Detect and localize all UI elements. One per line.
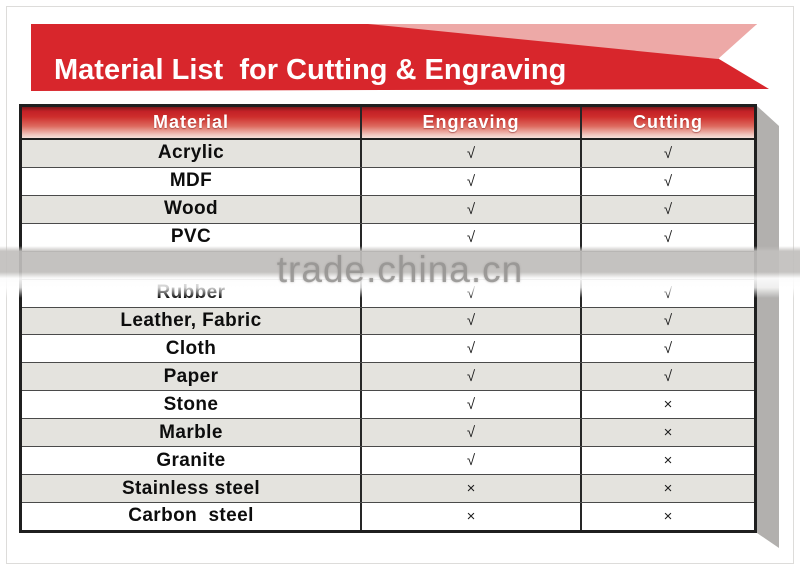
cutting-mark: √ bbox=[663, 312, 673, 330]
table-row: Cloth √ √ bbox=[22, 335, 754, 364]
cutting-mark: × bbox=[663, 480, 673, 498]
table-row: Marble √ × bbox=[22, 419, 754, 448]
cutting-mark bbox=[582, 252, 754, 279]
cutting-mark: × bbox=[663, 396, 673, 414]
material-cell: Rubber bbox=[22, 279, 362, 307]
cutting-mark: √ bbox=[663, 368, 673, 386]
cutting-mark: √ bbox=[663, 172, 673, 190]
cutting-mark: √ bbox=[663, 284, 673, 302]
table-body: Acrylic √ √ MDF √ √ Wood √ √ PVC √ √ Rub… bbox=[22, 140, 754, 530]
material-cell: Stainless steel bbox=[22, 475, 362, 502]
table-row: MDF √ √ bbox=[22, 167, 754, 196]
engraving-mark: √ bbox=[362, 279, 582, 307]
table-row: Rubber √ √ bbox=[22, 279, 754, 308]
cutting-mark: × bbox=[663, 424, 673, 442]
column-header-engraving: Engraving bbox=[362, 107, 582, 138]
engraving-mark: √ bbox=[362, 167, 582, 195]
table-row: Granite √ × bbox=[22, 447, 754, 476]
engraving-mark: √ bbox=[362, 140, 582, 167]
table-row: Stone √ × bbox=[22, 391, 754, 420]
engraving-mark: √ bbox=[362, 307, 582, 335]
cutting-mark: √ bbox=[663, 228, 673, 246]
material-cell: Acrylic bbox=[22, 140, 362, 167]
table-row: Stainless steel × × bbox=[22, 475, 754, 503]
engraving-mark: × bbox=[362, 475, 582, 502]
engraving-mark: √ bbox=[362, 195, 582, 223]
table-row: Wood √ √ bbox=[22, 195, 754, 224]
table-shadow bbox=[757, 106, 779, 548]
table-header-row: Material Engraving Cutting bbox=[22, 107, 754, 140]
table-row: Paper √ √ bbox=[22, 363, 754, 392]
material-cell: Marble bbox=[22, 419, 362, 447]
table-row: Leather, Fabric √ √ bbox=[22, 307, 754, 336]
material-cell: Carbon steel bbox=[22, 502, 362, 530]
page-title: Material List for Cutting & Engraving bbox=[54, 54, 567, 86]
table-row: Acrylic √ √ bbox=[22, 140, 754, 168]
cutting-mark: × bbox=[663, 452, 673, 470]
material-cell: Granite bbox=[22, 447, 362, 475]
material-cell: MDF bbox=[22, 167, 362, 195]
table-row: PVC √ √ bbox=[22, 223, 754, 252]
material-cell: Paper bbox=[22, 363, 362, 391]
engraving-mark: √ bbox=[362, 419, 582, 447]
cutting-mark: √ bbox=[663, 144, 673, 162]
materials-table: Material Engraving Cutting Acrylic √ √ M… bbox=[19, 104, 757, 533]
engraving-mark: √ bbox=[362, 447, 582, 475]
engraving-mark: × bbox=[362, 502, 582, 530]
ribbon-fold bbox=[368, 24, 757, 59]
cutting-mark: √ bbox=[663, 340, 673, 358]
table-row: Carbon steel × × bbox=[22, 502, 754, 530]
cutting-mark: × bbox=[663, 507, 673, 525]
material-cell: Wood bbox=[22, 195, 362, 223]
engraving-mark: √ bbox=[362, 391, 582, 419]
column-header-material: Material bbox=[22, 107, 362, 138]
engraving-mark: √ bbox=[362, 363, 582, 391]
cutting-mark: √ bbox=[663, 200, 673, 218]
material-cell: Cloth bbox=[22, 335, 362, 363]
material-cell: Stone bbox=[22, 391, 362, 419]
engraving-mark: √ bbox=[362, 223, 582, 251]
material-cell: PVC bbox=[22, 223, 362, 251]
column-header-cutting: Cutting bbox=[633, 112, 703, 132]
engraving-mark: √ bbox=[362, 335, 582, 363]
engraving-mark bbox=[362, 251, 582, 279]
material-cell: Leather, Fabric bbox=[22, 307, 362, 335]
table-row-obscured bbox=[22, 251, 754, 280]
material-cell bbox=[22, 251, 362, 279]
